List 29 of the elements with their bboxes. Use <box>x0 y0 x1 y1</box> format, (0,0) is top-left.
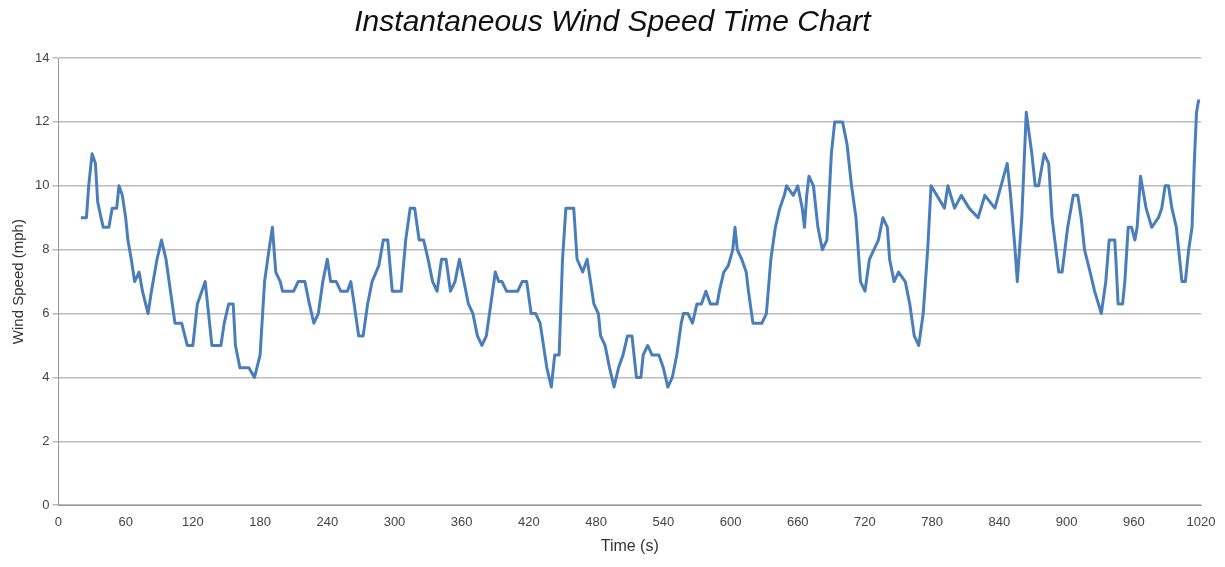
x-tick-label: 120 <box>182 513 204 529</box>
x-tick-label: 780 <box>921 513 944 529</box>
x-tick-label: 540 <box>652 513 675 529</box>
x-tick-label: 420 <box>518 513 540 529</box>
x-tick-label: 840 <box>988 513 1011 529</box>
y-tick-label: 0 <box>42 496 50 512</box>
x-tick-label: 300 <box>383 513 406 529</box>
x-tick-label: 180 <box>249 513 271 529</box>
y-tick-label: 14 <box>34 49 50 65</box>
x-axis-title: Time (s) <box>600 536 659 554</box>
x-tick-label: 360 <box>450 513 473 529</box>
x-tick-label: 240 <box>316 513 339 529</box>
y-tick-label: 4 <box>42 369 50 385</box>
x-tick-label: 660 <box>786 513 809 529</box>
x-tick-label: 480 <box>585 513 607 529</box>
y-axis-title: Wind Speed (mph) <box>9 219 27 345</box>
y-tick-label: 2 <box>42 432 50 448</box>
x-tick-label: 1020 <box>1186 513 1216 529</box>
y-tick-label: 10 <box>34 177 50 193</box>
x-tick-label: 960 <box>1122 513 1145 529</box>
x-tick-label: 600 <box>719 513 742 529</box>
y-tick-label: 8 <box>42 241 50 257</box>
y-tick-label: 12 <box>34 113 50 129</box>
x-tick-label: 720 <box>854 513 876 529</box>
chart-title: Instantaneous Wind Speed Time Chart <box>353 4 873 38</box>
x-tick-label: 0 <box>54 513 63 529</box>
x-tick-label: 900 <box>1055 513 1078 529</box>
x-tick-label: 60 <box>118 513 133 529</box>
y-tick-label: 6 <box>42 305 50 321</box>
